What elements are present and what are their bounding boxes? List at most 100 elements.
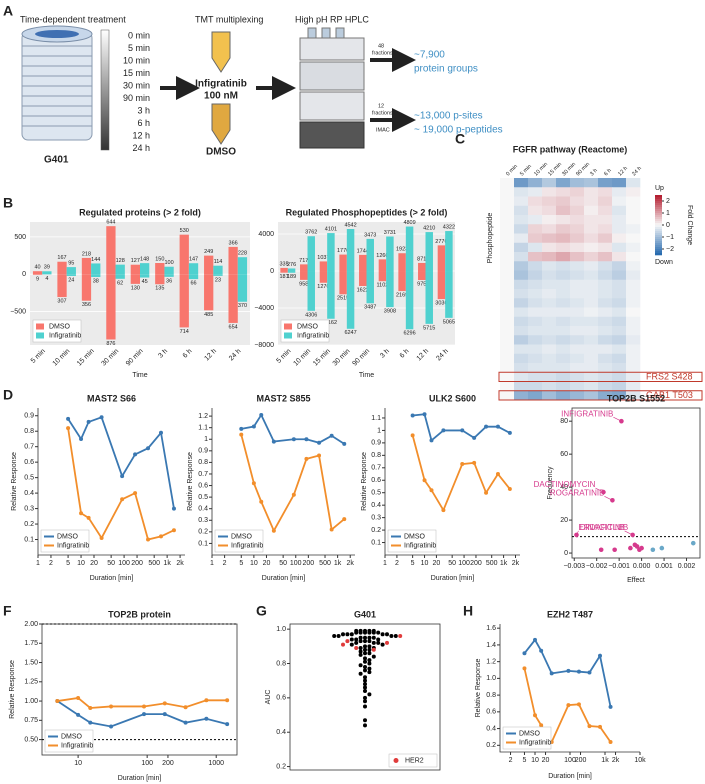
heatmap-cell bbox=[500, 390, 515, 401]
legend-swatch bbox=[284, 323, 292, 330]
x-tick-label: 200 bbox=[131, 560, 143, 567]
bar bbox=[398, 253, 406, 272]
point bbox=[183, 720, 188, 725]
y-tick-label: 0.9 bbox=[371, 440, 381, 447]
point bbox=[363, 635, 367, 640]
heatmap-cell bbox=[598, 298, 613, 308]
value-label: 1923 bbox=[396, 247, 408, 253]
y-tick-label: −4000 bbox=[254, 305, 274, 312]
heatmap-cell bbox=[528, 196, 543, 207]
bar bbox=[437, 245, 446, 272]
heatmap-cell bbox=[612, 261, 627, 271]
y-tick-label: 1.00 bbox=[24, 698, 38, 705]
y-tick-label: 0.4 bbox=[198, 506, 208, 513]
colorbar-step bbox=[655, 213, 662, 216]
heatmap-cell bbox=[598, 252, 613, 262]
value-label: 38 bbox=[93, 278, 99, 284]
colorbar-step bbox=[655, 235, 662, 238]
point bbox=[587, 670, 592, 675]
bar bbox=[359, 254, 367, 272]
series-line bbox=[67, 427, 175, 541]
heatmap-cell bbox=[626, 381, 641, 392]
y-tick-label: 2.00 bbox=[24, 621, 38, 628]
colorbar-tick-label: 1 bbox=[666, 210, 670, 217]
point bbox=[358, 671, 363, 676]
x-tick-label: 2k bbox=[176, 560, 184, 567]
y-tick-label: 500 bbox=[14, 234, 26, 241]
chart-title: TOP2B protein bbox=[108, 609, 171, 619]
point bbox=[393, 634, 398, 639]
heatmap-cell bbox=[598, 279, 613, 290]
x-tick-label: 2 bbox=[509, 757, 513, 764]
series-line bbox=[411, 435, 511, 513]
label-leader bbox=[595, 487, 604, 493]
heatmap-cell bbox=[528, 279, 543, 290]
value-label: 36 bbox=[166, 278, 172, 284]
protein-count: ~7,900 bbox=[414, 50, 445, 61]
point bbox=[225, 698, 230, 703]
colorbar-step bbox=[655, 195, 662, 198]
heatmap-cell bbox=[626, 205, 641, 216]
x-tick-label: 20 bbox=[542, 757, 550, 764]
heatmap-cell bbox=[514, 224, 529, 234]
point bbox=[495, 424, 500, 429]
value-label: 95 bbox=[68, 261, 74, 267]
heatmap-cell bbox=[514, 196, 529, 207]
dish-stack bbox=[21, 25, 93, 141]
x-tick-label: 10 bbox=[77, 560, 85, 567]
heatmap-cell bbox=[556, 363, 571, 373]
bar bbox=[140, 274, 150, 278]
bar bbox=[204, 255, 214, 275]
y-tick-label: 0.1 bbox=[24, 536, 34, 543]
heatmap-cell bbox=[584, 242, 599, 253]
bar bbox=[280, 267, 288, 272]
value-label: 1776 bbox=[337, 248, 349, 254]
x-tick-label: 5 bbox=[523, 757, 527, 764]
heatmap-cell bbox=[556, 307, 571, 318]
point bbox=[341, 642, 345, 647]
value-label: 654 bbox=[229, 324, 238, 330]
heatmap-cell bbox=[584, 344, 599, 355]
series-line bbox=[67, 416, 175, 509]
tube bbox=[211, 103, 231, 145]
point bbox=[171, 528, 176, 533]
x-tick-label: 50 bbox=[279, 560, 287, 567]
point bbox=[88, 720, 93, 725]
colorbar-step bbox=[655, 209, 662, 212]
module bbox=[299, 121, 365, 149]
heatmap-cell bbox=[584, 178, 599, 188]
heatmap-cell bbox=[500, 307, 515, 318]
bar bbox=[32, 271, 43, 275]
point bbox=[120, 497, 125, 502]
heatmap-cell bbox=[542, 381, 557, 392]
heatmap-cell bbox=[556, 381, 571, 392]
heatmap-cell bbox=[598, 224, 613, 234]
value-label: 4809 bbox=[403, 220, 415, 226]
heatmap-cell bbox=[528, 261, 543, 271]
heatmap-cell bbox=[528, 224, 543, 234]
x-tick-label: 5 bbox=[66, 560, 70, 567]
heatmap-cell bbox=[612, 196, 627, 207]
heatmap-cell bbox=[626, 363, 641, 373]
x-tick-label: −0.002 bbox=[586, 563, 608, 570]
panel-label: D bbox=[3, 387, 13, 403]
legend-label: DMSO bbox=[519, 730, 541, 737]
point bbox=[598, 653, 603, 658]
value-label: 1037 bbox=[317, 255, 329, 261]
heatmap-cell bbox=[500, 233, 515, 244]
point bbox=[601, 489, 606, 495]
colorbar-step bbox=[655, 231, 662, 234]
heatmap-cell bbox=[500, 205, 515, 216]
x-tick-label: 0.000 bbox=[633, 563, 651, 570]
heatmap-cell bbox=[584, 298, 599, 308]
point bbox=[349, 642, 354, 647]
heatmap-cell bbox=[500, 279, 515, 290]
heatmap-cell bbox=[570, 344, 585, 355]
heatmap-cell bbox=[514, 344, 529, 355]
chart-title: FGFR pathway (Reactome) bbox=[513, 144, 628, 154]
point bbox=[349, 637, 354, 642]
heatmap-cell bbox=[514, 289, 529, 299]
point bbox=[385, 632, 389, 637]
heatmap-cell bbox=[598, 326, 613, 336]
heatmap-cell bbox=[598, 289, 613, 299]
